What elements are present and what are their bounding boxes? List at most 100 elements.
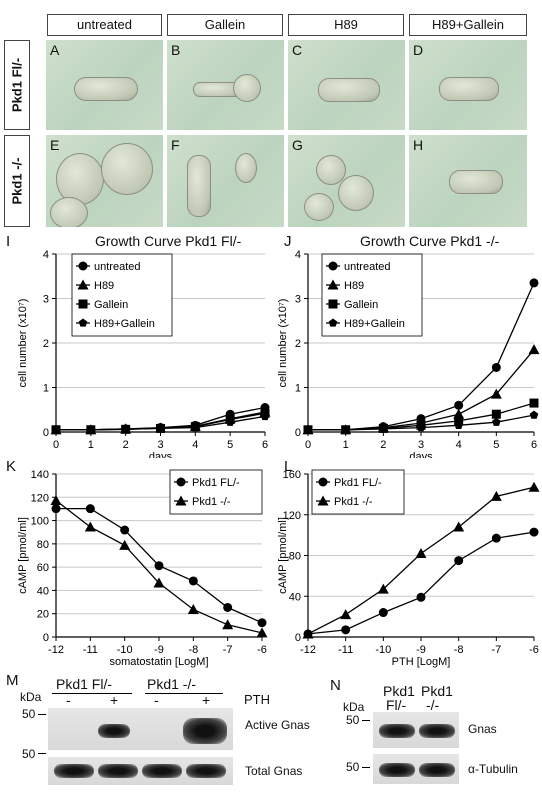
micrograph-c: C [288,40,405,130]
data-point [454,400,464,410]
x-tick-label: 3 [157,439,163,451]
x-tick-label: -11 [83,644,98,656]
data-point [257,618,267,628]
y-tick-label: 1 [295,383,301,395]
data-point [302,628,314,639]
micrograph-a: A [46,40,163,130]
legend-label: H89+Gallein [94,318,155,330]
y-tick-label: 120 [31,492,49,504]
data-point [51,425,61,434]
blot-m-marker1: 50 [22,707,36,721]
data-point [340,609,352,620]
data-point [187,603,199,614]
data-point [416,423,426,432]
x-tick-label: 1 [88,439,94,451]
data-point [454,556,464,566]
data-point [529,398,539,408]
data-point [341,625,351,635]
blot-n-col2b: -/- [426,697,440,713]
y-tick-label: 60 [37,562,49,574]
x-tick-label: -8 [454,644,464,656]
x-axis-label: PTH [LogM] [392,656,451,668]
legend-label: untreated [344,261,390,273]
x-tick-label: -6 [529,644,539,656]
legend-label: Gallein [344,299,378,311]
chart-j-title: Growth Curve Pkd1 -/- [360,233,500,249]
y-tick-label: 0 [295,427,301,439]
x-tick-label: -7 [491,644,501,656]
data-point [529,278,539,288]
blot-n-row1-label: Gnas [468,722,497,736]
data-point [529,410,539,419]
blot-m-group1-line [52,693,132,694]
chart-i-title: Growth Curve Pkd1 Fl/- [95,233,242,249]
data-point [223,602,233,612]
x-tick-label: -6 [257,644,267,656]
y-axis-label: cAMP [pmol/ml] [17,517,29,594]
blot-m-row2-label: Total Gnas [245,764,303,778]
micrograph-d: D [409,40,527,130]
x-tick-label: -12 [48,644,64,656]
legend-marker [175,495,187,506]
x-axis-label: somatostatin [LogM] [109,656,208,668]
legend-label: Pkd1 -/- [192,496,231,508]
y-tick-label: 0 [295,632,301,644]
legend-marker [176,477,186,487]
blot-n-tubulin [373,754,459,784]
legend-marker [328,318,338,327]
blot-n-col1b: Fl/- [386,697,407,713]
blot-m-group2-line [145,693,223,694]
panel-label-j: J [284,233,292,250]
x-axis-label: days [149,451,173,458]
x-tick-label: 5 [227,439,233,451]
legend-label: Pkd1 FL/- [192,477,240,489]
x-tick-label: 0 [53,439,59,451]
panel-label-n: N [330,677,341,694]
y-tick-label: 40 [289,591,301,603]
legend-marker [78,318,88,327]
data-point [492,417,501,426]
data-point [85,504,95,514]
data-point [454,420,463,429]
x-tick-label: -8 [188,644,198,656]
legend-label: H89 [344,280,364,292]
y-tick-label: 80 [37,539,49,551]
x-tick-label: 1 [343,439,349,451]
x-tick-label: -9 [154,644,164,656]
blot-m-active-gnas [48,708,233,750]
y-axis-label: cAMP [pmol/ml] [277,517,289,594]
column-header-gallein: Gallein [167,14,283,36]
data-point [222,619,234,630]
column-header-h89: H89 [288,14,404,36]
legend-marker [328,299,338,309]
blot-m-marker2: 50 [22,747,36,761]
x-tick-label: -7 [223,644,233,656]
data-point [188,576,198,586]
data-point [491,362,501,372]
blot-m-lane4: + [202,692,211,708]
legend-label: Gallein [94,299,128,311]
chart-i: 0 1 2 3 4 0 1 2 3 4 5 6 days cell number (x10⁷) untrea… [17,249,271,458]
x-tick-label: 2 [380,439,386,451]
panel-label-l: L [284,458,293,475]
y-tick-label: 1 [43,383,49,395]
data-point [256,627,268,638]
micrograph-h: H [409,135,527,227]
row-header-pkd1-fl: Pkd1 Fl/- [4,40,30,130]
x-axis-label: days [409,451,433,458]
legend-box [321,253,423,337]
blot-n-col1a: Pkd1 [383,683,415,699]
data-point [84,521,96,532]
blot-m-lane1: - [66,692,71,708]
row-header-pkd1-ko: Pkd1 -/- [4,135,30,227]
panel-label-m: M [6,672,19,689]
y-tick-label: 0 [43,427,49,439]
x-tick-label: -12 [300,644,316,656]
blot-m-kda: kDa [20,690,42,704]
legend-box [71,253,173,337]
x-tick-label: -9 [416,644,426,656]
y-tick-label: 160 [283,469,301,481]
data-point [50,494,62,505]
legend-marker [317,495,329,506]
column-header-untreated: untreated [47,14,162,36]
